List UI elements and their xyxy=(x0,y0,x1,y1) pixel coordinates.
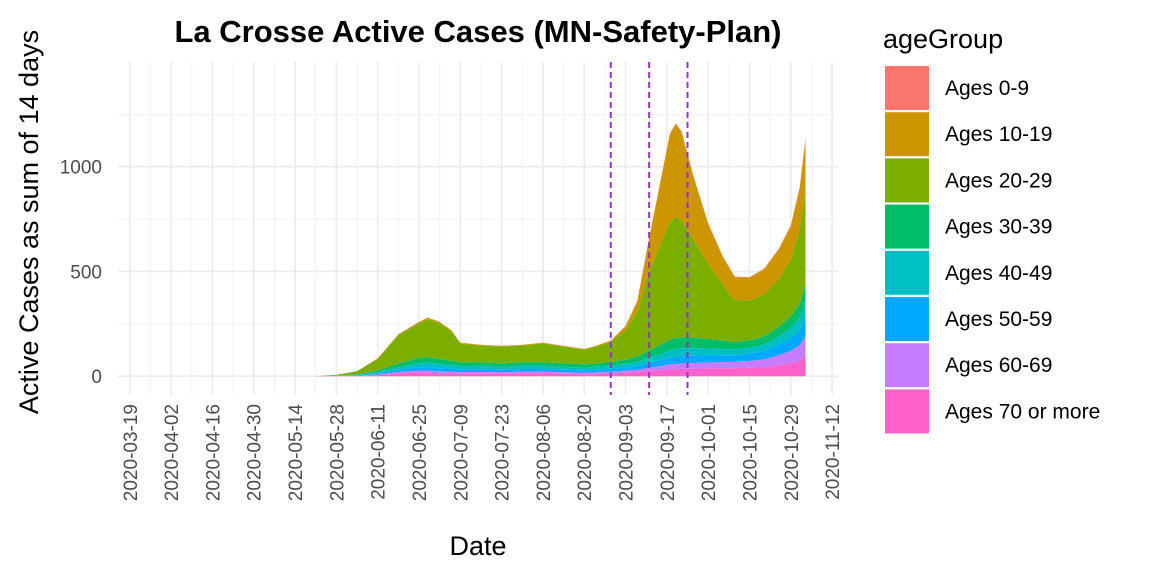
reference-lines xyxy=(609,62,689,395)
x-tick-label: 2020-06-11 xyxy=(369,404,390,500)
x-tick-label: 2020-10-01 xyxy=(699,404,720,501)
legend-swatch xyxy=(885,343,929,388)
y-axis-title: Active Cases as sum of 14 days xyxy=(14,30,44,414)
legend-swatch xyxy=(885,66,929,110)
x-tick-label: 2020-08-20 xyxy=(575,404,596,501)
legend-title: ageGroup xyxy=(883,24,1003,54)
x-tick-label: 2020-10-29 xyxy=(782,404,803,501)
legend-label: Ages 50-59 xyxy=(945,308,1052,331)
y-tick-label: 0 xyxy=(91,367,102,388)
x-tick-label: 2020-09-03 xyxy=(617,404,638,501)
legend-label: Ages 60-69 xyxy=(945,354,1052,377)
area-series-6 xyxy=(315,317,806,377)
legend-label: Ages 70 or more xyxy=(945,400,1100,423)
legend-label: Ages 30-39 xyxy=(945,216,1052,239)
y-tick-label: 500 xyxy=(70,262,102,283)
legend-label: Ages 0-9 xyxy=(945,77,1029,100)
y-axis-ticks: 0 500 1000 xyxy=(60,158,102,388)
x-tick-label: 2020-04-02 xyxy=(162,404,183,501)
x-tick-label: 2020-03-19 xyxy=(121,404,142,501)
area-series-7 xyxy=(315,336,806,377)
chart-title: La Crosse Active Cases (MN-Safety-Plan) xyxy=(175,14,782,49)
legend-swatch xyxy=(885,204,929,249)
legend: Ages 0-9 Ages 10-19 Ages 20-29 Ages 30-39 Ag… xyxy=(885,66,1100,434)
legend-swatch xyxy=(885,250,929,295)
legend-swatch xyxy=(885,112,929,157)
x-tick-label: 2020-11-12 xyxy=(823,404,844,500)
area-series-3 xyxy=(315,190,806,377)
legend-swatch xyxy=(885,389,929,434)
x-axis-title: Date xyxy=(449,531,506,561)
legend-swatch xyxy=(885,158,929,203)
stacked-areas xyxy=(315,123,806,377)
x-tick-label: 2020-08-06 xyxy=(534,404,555,501)
x-tick-label: 2020-09-17 xyxy=(658,404,679,501)
area-series-8 xyxy=(315,355,806,377)
x-tick-label: 2020-07-23 xyxy=(493,404,514,501)
x-tick-label: 2020-05-14 xyxy=(286,404,307,502)
legend-label: Ages 20-29 xyxy=(945,169,1052,192)
x-tick-label: 2020-10-15 xyxy=(740,404,761,501)
legend-label: Ages 40-49 xyxy=(945,262,1052,285)
x-tick-label: 2020-04-16 xyxy=(203,404,224,501)
x-tick-label: 2020-04-30 xyxy=(245,404,266,501)
x-tick-label: 2020-07-09 xyxy=(451,404,472,501)
legend-label: Ages 10-19 xyxy=(945,123,1052,146)
legend-swatch xyxy=(885,297,929,341)
area-series-2 xyxy=(315,124,806,377)
x-axis-ticks: 2020-03-19 2020-04-02 2020-04-16 2020-04-30… xyxy=(121,404,844,502)
x-tick-label: 2020-05-28 xyxy=(327,404,348,501)
x-tick-label: 2020-06-25 xyxy=(410,404,431,501)
y-tick-label: 1000 xyxy=(60,158,102,179)
